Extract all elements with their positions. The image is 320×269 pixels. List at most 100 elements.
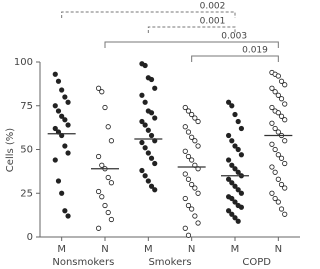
data-point (282, 82, 288, 88)
data-point (189, 181, 195, 188)
y-tick-label: 50 (20, 145, 33, 156)
data-point (152, 187, 158, 193)
data-point (275, 110, 281, 116)
data-point (272, 89, 278, 95)
group-label: Nonsmokers (52, 257, 114, 268)
x-tick-label: M (231, 244, 240, 255)
data-point (139, 139, 145, 146)
data-point (232, 111, 238, 118)
data-point (278, 206, 285, 212)
data-point (152, 160, 158, 167)
data-point (152, 115, 158, 121)
y-tick-label: 100 (14, 57, 33, 68)
data-point (52, 125, 58, 132)
data-point (238, 152, 244, 158)
data-point (182, 148, 188, 154)
data-point (96, 225, 102, 231)
x-tick-label: M (144, 244, 153, 255)
data-point (59, 190, 65, 196)
data-point (189, 111, 195, 118)
data-point (232, 199, 238, 205)
data-point (148, 155, 155, 161)
data-point (229, 211, 235, 217)
data-point (272, 169, 278, 175)
data-point (275, 92, 281, 98)
data-point (65, 213, 71, 219)
data-point (272, 195, 278, 202)
data-point (145, 127, 151, 133)
data-point (269, 141, 275, 147)
data-point (195, 143, 201, 149)
data-point (275, 176, 281, 182)
group-label: Smokers (148, 257, 191, 268)
data-point (65, 150, 71, 156)
data-point (235, 118, 241, 125)
data-point (282, 138, 288, 144)
data-point (139, 92, 145, 98)
data-point (185, 108, 192, 114)
chart: Cells (%) 0 25 50 75 100 M N M N M N Nonsmokers Smok… (5, 2, 300, 268)
data-point (189, 134, 195, 140)
data-point (139, 118, 145, 125)
data-point (145, 178, 151, 184)
data-point (148, 76, 155, 83)
data-point (192, 138, 198, 144)
data-point (55, 78, 62, 84)
data-point (185, 153, 192, 160)
data-point (59, 87, 65, 93)
data-point (272, 125, 278, 132)
data-point (195, 118, 201, 125)
data-point (55, 108, 62, 114)
group-label: COPD (242, 257, 271, 268)
data-point (108, 216, 115, 223)
data-point (282, 211, 288, 217)
data-point (278, 96, 285, 102)
data-point (238, 204, 244, 210)
data-point (189, 157, 195, 163)
data-point (185, 176, 192, 182)
data-point (235, 218, 241, 224)
data-point (235, 187, 241, 193)
data-point (269, 190, 275, 196)
data-point (229, 180, 235, 186)
data-point (182, 195, 188, 202)
data-point (278, 155, 285, 161)
data-point (65, 99, 71, 105)
data-point (99, 162, 105, 168)
data-point (55, 178, 62, 184)
data-point (278, 181, 285, 188)
significance-label: 0.002 (200, 2, 226, 12)
data-point (278, 113, 285, 119)
data-point (226, 176, 232, 182)
data-point (108, 138, 115, 144)
data-point (152, 85, 158, 91)
data-point (142, 99, 148, 105)
data-point (52, 103, 58, 109)
data-point (235, 169, 241, 175)
data-point (232, 183, 238, 189)
x-tick-label: N (275, 244, 282, 255)
x-tick-label: N (188, 244, 195, 255)
data-point (278, 78, 285, 84)
data-point (62, 143, 68, 149)
data-point (235, 146, 241, 153)
data-point (182, 104, 188, 111)
significance-bracket (104, 41, 279, 48)
data-point (102, 202, 108, 209)
data-point (195, 220, 201, 226)
x-tick-label: N (101, 244, 108, 255)
data-point (145, 150, 151, 156)
data-point (108, 180, 115, 186)
data-point (275, 152, 281, 158)
data-point (139, 167, 145, 174)
data-point (105, 209, 111, 216)
data-point (269, 85, 275, 91)
data-point (62, 208, 68, 214)
data-point (59, 113, 65, 119)
data-point (282, 101, 288, 107)
data-point (185, 232, 192, 238)
data-point (229, 162, 235, 168)
data-point (275, 129, 281, 135)
data-point (62, 94, 68, 100)
data-point (189, 206, 195, 212)
